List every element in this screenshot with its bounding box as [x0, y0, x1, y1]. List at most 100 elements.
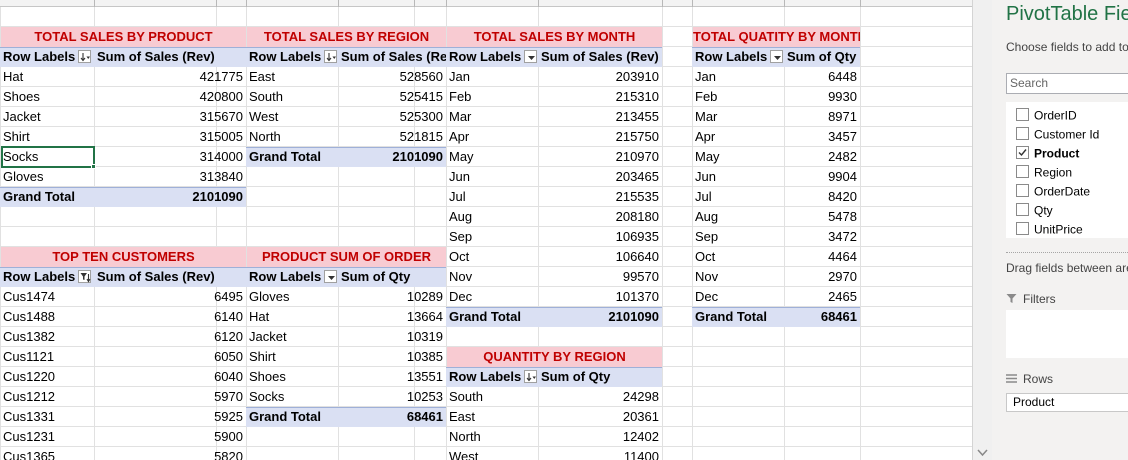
pivot-row-label[interactable]: Feb [695, 89, 718, 104]
sort-dropdown-icon[interactable] [324, 50, 338, 64]
pivot-row-value[interactable]: 24298 [622, 389, 659, 404]
dropdown-icon[interactable] [524, 50, 538, 64]
field-item[interactable]: UnitPrice [1016, 220, 1083, 239]
pivot-row-label[interactable]: Socks [3, 149, 39, 164]
pivot-grand-total-label[interactable]: Grand Total [695, 309, 767, 324]
pivot-row-label[interactable]: West [249, 109, 279, 124]
column-header-separator[interactable] [246, 0, 247, 7]
pivot-row-value[interactable]: 6120 [214, 329, 243, 344]
pivot-row-label[interactable]: Apr [449, 129, 470, 144]
spreadsheet-grid[interactable]: TOTAL SALES BY PRODUCT Row Labels Sum of S… [0, 0, 972, 460]
pivot-row-label[interactable]: Mar [449, 109, 472, 124]
pivot-row-value[interactable]: 2970 [828, 269, 857, 284]
pivot-row-label[interactable]: East [449, 409, 476, 424]
pivot-header-label[interactable]: Row Labels [0, 267, 94, 287]
pivot-row-value[interactable]: 10289 [406, 289, 443, 304]
pivot-row-label[interactable]: East [249, 69, 276, 84]
column-header-separator[interactable] [338, 0, 339, 7]
pivot-header-label[interactable]: Row Labels [446, 47, 538, 67]
pivot-header-label[interactable]: Row Labels [246, 47, 338, 67]
pivot-row-value[interactable]: 13664 [406, 309, 443, 324]
pivot-row-label[interactable]: Cus1121 [3, 349, 55, 364]
column-header-separator[interactable] [860, 0, 861, 7]
pivot-row-label[interactable]: Cus1382 [3, 329, 56, 344]
checkbox-icon[interactable] [1016, 165, 1029, 179]
pivot-row-value[interactable]: 215310 [615, 89, 659, 104]
pivot-row-label[interactable]: Hat [3, 69, 24, 84]
pivot-row-value[interactable]: 13551 [406, 369, 443, 384]
pivot-row-value[interactable]: 314000 [199, 149, 243, 164]
pivot-row-value[interactable]: 208180 [615, 209, 659, 224]
pivot-row-value[interactable]: 315670 [199, 109, 243, 124]
pivot-row-value[interactable]: 6448 [828, 69, 857, 84]
pivot-grand-total-value[interactable]: 68461 [820, 309, 857, 324]
sort-dropdown-icon[interactable] [524, 370, 538, 384]
pivot-row-value[interactable]: 5970 [214, 389, 243, 404]
pivot-row-value[interactable]: 313840 [199, 169, 243, 184]
pivot-row-value[interactable]: 106935 [615, 229, 659, 244]
pivot-row-label[interactable]: May [695, 149, 720, 164]
column-header-separator[interactable] [662, 0, 663, 7]
pivot-row-label[interactable]: Cus1212 [3, 389, 56, 404]
pivot-row-label[interactable]: Jan [695, 69, 716, 84]
rows-field-product[interactable]: Product [1006, 393, 1128, 412]
pivot-row-label[interactable]: Dec [449, 289, 473, 304]
pivot-grand-total-value[interactable]: 68461 [406, 409, 443, 424]
pivot-row-value[interactable]: 525415 [399, 89, 443, 104]
pivot-row-label[interactable]: Aug [695, 209, 719, 224]
column-header-separator[interactable] [538, 0, 539, 7]
pivot-row-value[interactable]: 421775 [199, 69, 243, 84]
pivot-row-label[interactable]: Oct [695, 249, 716, 264]
checkbox-icon[interactable] [1016, 184, 1029, 198]
pivot-row-value[interactable]: 203465 [615, 169, 659, 184]
pivot-grand-total-value[interactable]: 2101090 [192, 189, 243, 204]
column-header-separator[interactable] [446, 0, 447, 7]
field-item[interactable]: OrderDate [1016, 182, 1090, 201]
scroll-down-icon[interactable] [977, 449, 988, 457]
pivot-row-label[interactable]: Jun [449, 169, 470, 184]
pivot-grand-total-label[interactable]: Grand Total [3, 189, 75, 204]
pivot-header-label[interactable]: Row Labels [246, 267, 338, 287]
pivot-row-value[interactable]: 6140 [214, 309, 243, 324]
pivot-row-value[interactable]: 3457 [828, 129, 857, 144]
pivot-row-label[interactable]: May [449, 149, 474, 164]
pivot-row-value[interactable]: 420800 [199, 89, 243, 104]
field-search-input[interactable]: Search [1006, 73, 1128, 94]
field-item[interactable]: Qty [1016, 201, 1053, 220]
pivot-row-label[interactable]: Aug [449, 209, 473, 224]
pivot-row-label[interactable]: Jul [695, 189, 712, 204]
pivot-row-value[interactable]: 5478 [828, 209, 857, 224]
pivot-row-label[interactable]: Nov [449, 269, 473, 284]
pivot-row-label[interactable]: Cus1488 [3, 309, 56, 324]
pivot-grand-total-label[interactable]: Grand Total [249, 149, 321, 164]
pivot-row-label[interactable]: Shirt [249, 349, 276, 364]
pivot-row-value[interactable]: 315005 [199, 129, 243, 144]
pivot-header-label[interactable]: Row Labels [446, 367, 538, 387]
column-header-strip[interactable] [0, 0, 972, 7]
pivot-row-label[interactable]: North [249, 129, 281, 144]
pivot-row-value[interactable]: 215750 [615, 129, 659, 144]
pivot-row-label[interactable]: North [449, 429, 481, 444]
pivot-row-label[interactable]: Cus1331 [3, 409, 56, 424]
field-item[interactable]: Customer Id [1016, 125, 1099, 144]
pivot-grand-total-label[interactable]: Grand Total [449, 309, 521, 324]
pivot-row-label[interactable]: Cus1231 [3, 429, 56, 444]
checked-checkbox-icon[interactable] [1016, 146, 1029, 160]
pivot-row-label[interactable]: Jan [449, 69, 470, 84]
pivot-row-value[interactable]: 5820 [214, 449, 243, 460]
pivot-row-value[interactable]: 9904 [828, 169, 857, 184]
pivot-row-label[interactable]: Oct [449, 249, 470, 264]
pivot-row-value[interactable]: 5925 [214, 409, 243, 424]
pivot-grand-total-label[interactable]: Grand Total [249, 409, 321, 424]
column-header-separator[interactable] [784, 0, 785, 7]
pivot-row-value[interactable]: 2482 [828, 149, 857, 164]
pivot-row-label[interactable]: Jacket [249, 329, 287, 344]
pivot-row-value[interactable]: 9930 [828, 89, 857, 104]
pivot-row-value[interactable]: 20361 [622, 409, 659, 424]
pivot-row-label[interactable]: Apr [695, 129, 716, 144]
pivot-row-label[interactable]: West [449, 449, 479, 460]
pivot-header-label[interactable]: Row Labels [0, 47, 94, 67]
pivot-row-value[interactable]: 6050 [214, 349, 243, 364]
pivot-row-value[interactable]: 5900 [214, 429, 243, 444]
pivot-row-label[interactable]: Feb [449, 89, 472, 104]
